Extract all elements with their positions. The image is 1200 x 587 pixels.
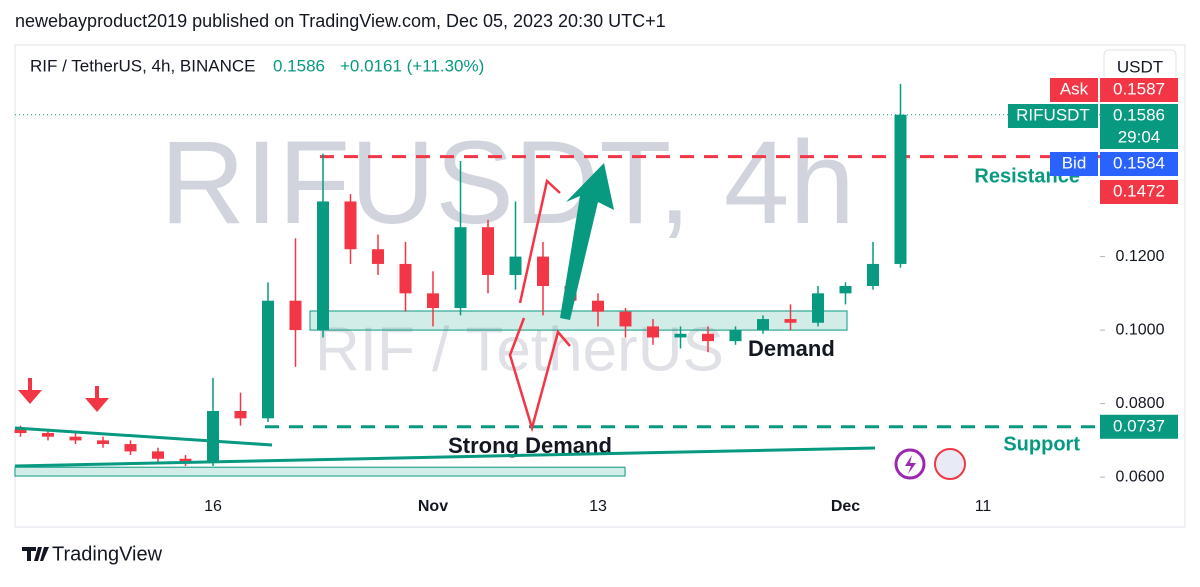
candle-body: [894, 114, 907, 264]
candle-body: [482, 227, 494, 275]
price-tag-value: 0.1586: [1113, 105, 1165, 124]
candle-body: [509, 256, 522, 275]
green-arrow: [560, 163, 614, 320]
published-line: newebayproduct2019 published on TradingV…: [15, 11, 666, 31]
zone-label: Demand: [748, 336, 835, 361]
candle-body: [537, 256, 549, 286]
candle-body: [317, 201, 329, 331]
price-tag: [1100, 78, 1178, 102]
path-arrow: [508, 317, 571, 433]
level-value: 0.0737: [1113, 416, 1165, 435]
y-tick-label: 0.0800: [1116, 395, 1165, 412]
watermark: RIFUSDT, 4h: [160, 117, 855, 249]
candle-body: [784, 319, 797, 323]
candle-body: [867, 263, 879, 286]
candle-body: [207, 410, 219, 463]
candle-body: [289, 300, 302, 331]
price-tag-name: Bid: [1062, 153, 1087, 172]
candle-body: [757, 319, 769, 331]
candle-body: [454, 227, 467, 309]
currency[interactable]: USDT: [1117, 57, 1163, 76]
candle-body: [372, 249, 384, 264]
path-arrow: [518, 178, 561, 304]
candle-body: [592, 300, 604, 312]
candle-body: [14, 429, 27, 434]
candle-body: [234, 410, 247, 419]
price-tag: [1100, 104, 1178, 128]
candle-body: [69, 436, 82, 441]
name-tag: [1050, 78, 1098, 102]
candle-body: [399, 263, 412, 294]
price-tag-value: 0.1587: [1113, 79, 1165, 98]
candle-body: [427, 293, 439, 309]
brand-logo: [22, 547, 49, 561]
candle-body: [179, 458, 192, 463]
x-tick-label: Dec: [831, 498, 860, 515]
name-tag: [1008, 104, 1098, 128]
level-value: 0.1472: [1113, 181, 1165, 200]
price-change: +0.0161 (+11.30%): [340, 56, 484, 75]
zone: [14, 466, 626, 477]
price-tag: [1100, 152, 1178, 176]
trend-line: [14, 446, 876, 468]
candle-body: [812, 293, 824, 323]
trend-line: [14, 426, 273, 447]
name-tag: [1050, 152, 1098, 176]
candle-body: [344, 201, 357, 250]
candle-body: [152, 451, 164, 459]
level-tag: [1100, 180, 1178, 204]
y-tick-label: 0.0600: [1116, 468, 1165, 485]
price-tag-name: RIFUSDT: [1016, 105, 1090, 124]
candle-body: [619, 311, 632, 327]
y-tick-label: 0.1200: [1116, 248, 1165, 265]
countdown: 29:04: [1118, 127, 1161, 146]
down-arrow: [18, 378, 42, 404]
x-tick-label: 11: [975, 498, 992, 515]
y-tick-label: 0.1000: [1116, 321, 1165, 338]
candle-body: [839, 285, 852, 294]
x-tick-label: 16: [204, 498, 222, 515]
price-tag-name: Ask: [1060, 79, 1089, 98]
price-tag-value: 0.1584: [1113, 153, 1165, 172]
level-name: Support: [1003, 433, 1080, 455]
last-price: 0.1586: [273, 56, 325, 75]
down-arrow: [85, 386, 109, 412]
flag-icon[interactable]: [934, 448, 966, 480]
brand: TradingView: [52, 543, 163, 565]
level-tag: [1100, 414, 1178, 439]
x-tick-label: 13: [589, 498, 607, 515]
x-tick-label: Nov: [418, 498, 448, 515]
candle-body: [702, 333, 714, 342]
candle-body: [97, 440, 109, 445]
candle-body: [674, 333, 687, 338]
icon: [905, 455, 916, 474]
candle-body: [729, 330, 742, 342]
zone: [309, 310, 848, 331]
symbol: RIF / TetherUS, 4h, BINANCE: [30, 56, 255, 75]
candle-body: [42, 433, 54, 437]
candle-body: [647, 326, 659, 338]
countdown-tag: [1100, 127, 1178, 149]
candle-body: [124, 444, 137, 452]
candle-body: [262, 300, 274, 419]
